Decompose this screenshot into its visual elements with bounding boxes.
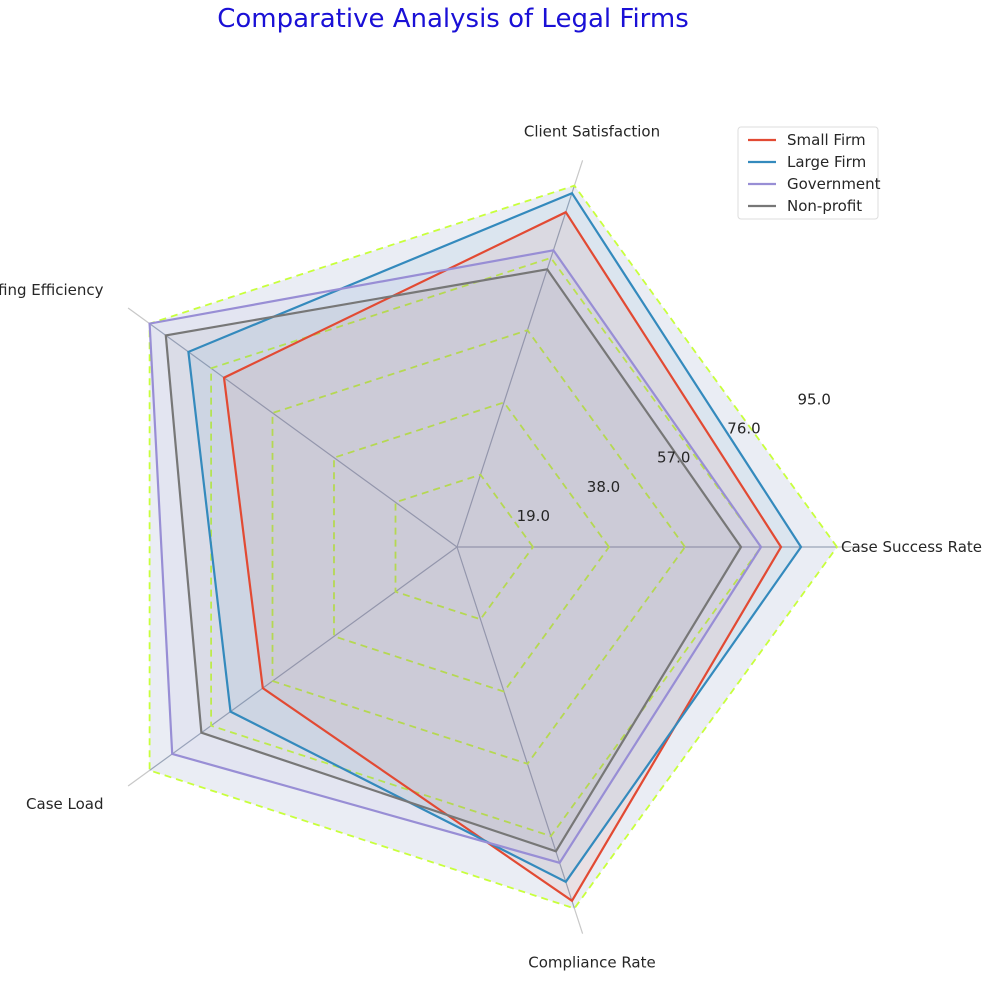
axis-label: Compliance Rate [528, 954, 655, 972]
legend: Small Firm Large Firm Government Non-profit [737, 126, 881, 220]
radar-spoke-tail [573, 160, 584, 186]
radar-spoke [149, 323, 458, 548]
axis-labels: Case Success Rate Client Satisfaction Staf… [0, 122, 982, 971]
radial-tick-label: 57.0 [657, 449, 690, 467]
chart-title: Comparative Analysis of Legal Firms [217, 4, 689, 34]
legend-entry: Government [787, 175, 881, 193]
axis-label: Staffing Efficiency [0, 281, 104, 299]
series-line [148, 249, 763, 865]
legend-box [737, 126, 879, 220]
radial-tick-label: 76.0 [727, 420, 760, 438]
radar-grid-ring [394, 473, 535, 621]
series-line [164, 268, 743, 853]
series-line [222, 210, 783, 903]
radial-tick-label: 95.0 [798, 391, 831, 409]
legend-entry: Non-profit [787, 197, 862, 215]
radar-spoke [456, 546, 575, 909]
axis-label: Case Load [26, 795, 103, 813]
radial-tick-label: 38.0 [587, 478, 620, 496]
legend-entry: Large Firm [787, 153, 866, 171]
legend-entry: Small Firm [787, 131, 866, 149]
series-area [149, 250, 762, 863]
radar-grid-ring [271, 329, 687, 765]
axis-label: Case Success Rate [841, 538, 982, 556]
series-area [165, 269, 742, 852]
axis-label: Client Satisfaction [524, 122, 660, 140]
radial-tick-label: 19.0 [517, 507, 550, 525]
radial-tick-labels: 19.0 38.0 57.0 76.0 95.0 [517, 391, 831, 525]
radar-grid-ring [333, 401, 611, 693]
radar-spoke-tail [127, 307, 150, 325]
series-line [187, 191, 803, 884]
radar-spoke [456, 185, 575, 548]
series-area [224, 212, 781, 901]
radar-spoke-tail [573, 908, 584, 934]
radar-grid-ring [148, 184, 839, 910]
radar-series [148, 191, 803, 903]
radar-spoke-tail [127, 769, 150, 787]
series-area [188, 193, 801, 882]
